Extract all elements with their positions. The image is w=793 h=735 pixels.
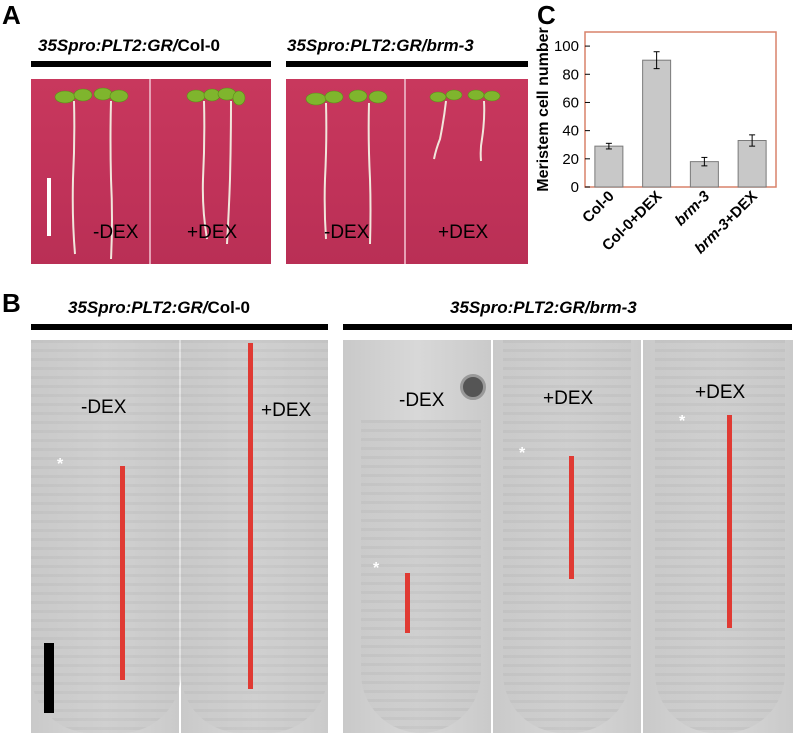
photo-divider	[404, 79, 406, 264]
photo-divider	[149, 79, 151, 264]
treatment-label: +DEX	[261, 400, 312, 421]
panel-b-left-genotype: 35Spro:PLT2:GR/Col-0	[68, 298, 250, 318]
meristem-red-line	[120, 466, 125, 680]
root-texture	[503, 340, 631, 733]
treatment-label: +DEX	[438, 222, 489, 243]
root-texture	[361, 420, 481, 733]
panel-b-right-bar	[343, 324, 792, 330]
scale-bar	[47, 178, 51, 236]
genotype-italic: 35Spro:PLT2:GR/	[38, 36, 178, 55]
bar	[737, 140, 767, 188]
y-tick-label: 20	[562, 151, 579, 168]
genotype-plain: Col-0	[177, 36, 220, 55]
panel-b-right-genotype: 35Spro:PLT2:GR/brm-3	[450, 298, 637, 317]
root-texture	[655, 340, 785, 733]
plot-frame	[584, 31, 777, 188]
root-texture	[181, 340, 328, 733]
root-image: -DEX *	[343, 340, 491, 733]
panel-a-label: A	[2, 0, 21, 30]
root-image: +DEX *	[493, 340, 641, 733]
panel-b-left-bar	[31, 324, 328, 330]
y-axis-label: Meristem cell number	[535, 27, 552, 192]
treatment-label: +DEX	[543, 388, 594, 409]
x-tick-label: Col-0	[579, 188, 618, 227]
asterisk-marker: *	[519, 445, 526, 462]
treatment-label: +DEX	[187, 222, 238, 243]
meristem-red-line	[727, 415, 732, 628]
genotype-plain: Col-0	[207, 298, 250, 317]
treatment-label: -DEX	[399, 390, 445, 411]
asterisk-marker: *	[679, 413, 686, 430]
seedlings-drawing	[54, 87, 246, 260]
asterisk-marker: *	[57, 456, 64, 473]
panel-a-left-genotype: 35Spro:PLT2:GR/Col-0	[38, 36, 220, 56]
panel-a-right-photo: -DEX +DEX	[286, 79, 528, 264]
y-tick-label: 60	[562, 94, 579, 111]
y-tick-label: 80	[562, 66, 579, 83]
air-bubble	[460, 374, 486, 400]
y-tick-label: 0	[571, 179, 579, 196]
treatment-label: -DEX	[81, 397, 127, 418]
treatment-label: -DEX	[324, 222, 370, 243]
root-image: +DEX	[181, 340, 328, 733]
meristem-red-line	[248, 343, 253, 689]
treatment-label: -DEX	[93, 222, 139, 243]
bar	[594, 145, 624, 188]
meristem-red-line	[569, 456, 574, 579]
seedlings-drawing	[305, 89, 501, 245]
panel-a-left-photo: -DEX +DEX	[31, 79, 271, 264]
y-tick-label: 40	[562, 123, 579, 140]
root-image: -DEX *	[31, 340, 181, 733]
panel-a-right-genotype: 35Spro:PLT2:GR/brm-3	[287, 36, 474, 55]
panel-a-left-bar	[31, 61, 271, 67]
panel-c-label: C	[537, 0, 556, 30]
scale-bar	[44, 643, 54, 713]
bar	[642, 59, 672, 188]
y-tick-label: 100	[554, 38, 579, 55]
root-image: +DEX *	[643, 340, 793, 733]
x-tick-label: brm-3	[672, 187, 714, 229]
asterisk-marker: *	[373, 560, 380, 577]
panel-b-label: B	[2, 288, 21, 318]
treatment-label: +DEX	[695, 382, 746, 403]
meristem-red-line	[405, 573, 410, 633]
panel-a-right-bar	[286, 61, 528, 67]
genotype-italic: 35Spro:PLT2:GR/	[68, 298, 208, 317]
root-texture	[31, 340, 181, 733]
